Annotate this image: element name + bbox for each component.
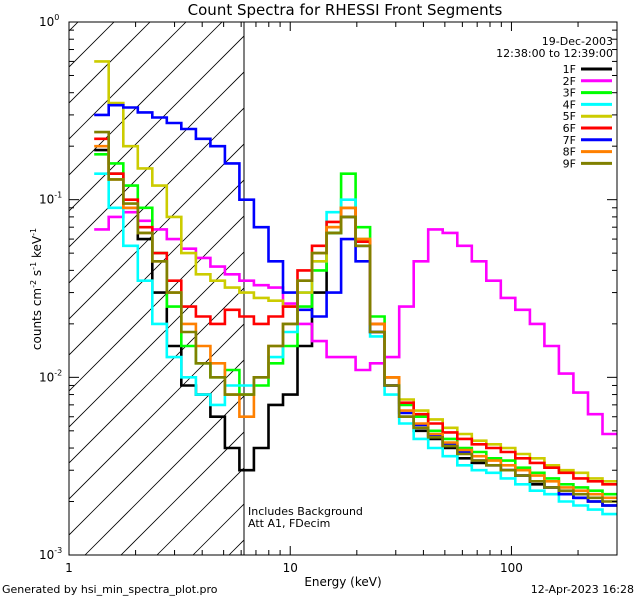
plot-frame bbox=[68, 21, 618, 556]
hatch-line bbox=[69, 251, 244, 428]
hatch-line bbox=[69, 71, 244, 248]
y-tick-label: 100 bbox=[39, 13, 59, 29]
hatch-line bbox=[69, 22, 223, 176]
legend-label-4f: 4F bbox=[563, 98, 576, 111]
legend-label-9f: 9F bbox=[563, 157, 576, 170]
y-tick-label: 10-3 bbox=[39, 546, 62, 562]
x-tick-label: 1 bbox=[65, 561, 73, 575]
y-tick-labels: 10-3 10-2 10-1 100 bbox=[39, 13, 62, 562]
legend-label-2f: 2F bbox=[563, 75, 576, 88]
y-tick-label: 10-1 bbox=[39, 191, 62, 207]
hatch-line bbox=[69, 359, 244, 536]
footer-timestamp: 12-Apr-2023 16:28 bbox=[530, 583, 634, 596]
hatch-line bbox=[120, 431, 244, 555]
chart-title: Count Spectra for RHESSI Front Segments bbox=[188, 1, 503, 19]
x-tick-labels: 1 10 100 bbox=[65, 561, 523, 575]
legend-label-5f: 5F bbox=[563, 110, 576, 123]
hatch-line bbox=[69, 22, 187, 140]
legend-label-1f: 1F bbox=[563, 63, 576, 76]
axis-ticks bbox=[68, 22, 618, 556]
x-axis-label: Energy (keV) bbox=[304, 575, 381, 589]
date-label: 19-Dec-2003 bbox=[542, 35, 613, 48]
hatch-line bbox=[69, 35, 244, 212]
hatch-line bbox=[69, 22, 151, 104]
x-tick-label: 100 bbox=[500, 561, 523, 575]
series-line-9f bbox=[94, 130, 617, 503]
background-hatch-region bbox=[69, 22, 244, 555]
hatch-line bbox=[69, 323, 244, 500]
legend-label-6f: 6F bbox=[563, 122, 576, 135]
series-layer bbox=[94, 60, 617, 516]
time-range-label: 12:38:00 to 12:39:00 bbox=[496, 47, 613, 60]
hatch-line bbox=[69, 22, 115, 68]
hatch-line bbox=[69, 179, 244, 356]
hatch-line bbox=[69, 143, 244, 320]
y-axis-label: counts cm-2 s-1 keV-1 bbox=[29, 228, 44, 350]
attenuator-note: Att A1, FDecim bbox=[248, 517, 330, 530]
y-tick-label: 10-2 bbox=[39, 368, 62, 384]
hatch-line bbox=[84, 395, 244, 555]
hatch-line bbox=[69, 287, 244, 464]
legend-label-7f: 7F bbox=[563, 134, 576, 147]
legend-label-3f: 3F bbox=[563, 87, 576, 100]
footer-generated-by: Generated by hsi_min_spectra_plot.pro bbox=[2, 583, 218, 596]
x-tick-label: 10 bbox=[283, 561, 298, 575]
hatch-line bbox=[69, 215, 244, 392]
background-note: Includes Background bbox=[248, 505, 363, 518]
legend-label-8f: 8F bbox=[563, 146, 576, 159]
hatch-line bbox=[69, 107, 244, 284]
series-line-5f bbox=[94, 60, 617, 483]
